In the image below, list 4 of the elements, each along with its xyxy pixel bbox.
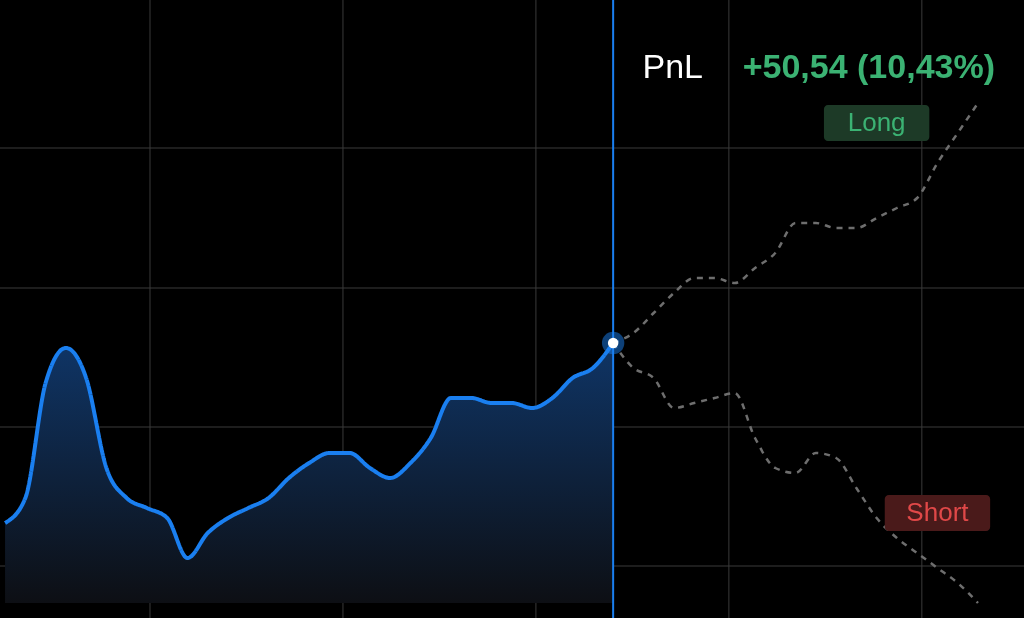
text: +50,54 (10,43%) <box>742 47 995 85</box>
text: PnL <box>642 47 703 85</box>
series-label: Short <box>906 497 970 527</box>
series-label: Long <box>847 107 906 137</box>
